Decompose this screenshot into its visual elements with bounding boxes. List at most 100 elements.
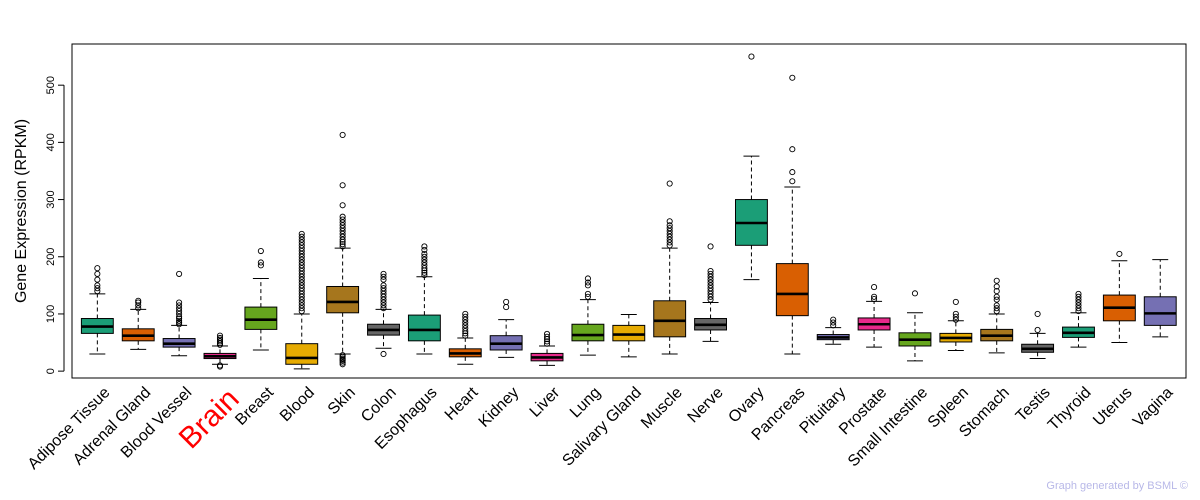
outlier-point [216, 338, 224, 345]
box-spleen [939, 298, 973, 352]
outlier-point [94, 288, 101, 295]
iqr-box [326, 285, 360, 314]
outlier-point [176, 310, 183, 317]
outlier-point [176, 319, 183, 326]
x-tick-label: Liver [527, 384, 564, 421]
iqr-box [285, 343, 319, 365]
outlier-point [871, 296, 878, 303]
box-small-intestine [898, 290, 932, 362]
box-adrenal-gland [121, 297, 155, 350]
iqr-box [775, 263, 809, 317]
outlier-point [339, 225, 346, 232]
outlier-point [298, 288, 305, 295]
box-testis [1021, 310, 1055, 360]
outlier-point [176, 321, 183, 328]
outlier-point [298, 305, 305, 312]
outlier-point [298, 299, 305, 306]
outlier-point [543, 340, 551, 347]
outlier-point [216, 334, 224, 342]
outlier-point [339, 227, 346, 235]
outlier-point [952, 316, 959, 323]
outlier-point [707, 279, 714, 286]
outlier-point [176, 305, 183, 312]
outlier-point [707, 288, 714, 295]
outlier-point [298, 253, 305, 260]
iqr-box [571, 323, 605, 342]
outlier-point [176, 299, 183, 306]
outlier-point [298, 262, 305, 269]
outlier-point [462, 316, 469, 323]
outlier-point [176, 317, 183, 324]
plot-frame [71, 43, 1187, 379]
x-tick-label: Muscle [638, 384, 686, 432]
outlier-point [298, 285, 305, 292]
outlier-point [421, 272, 428, 279]
outlier-point [830, 319, 837, 326]
outlier-point [380, 290, 387, 297]
outlier-point [707, 285, 714, 292]
outlier-point [298, 259, 305, 266]
x-tick-label: Thyroid [1045, 384, 1095, 434]
outlier-point [543, 333, 551, 340]
outlier-point [666, 222, 673, 229]
outlier-point [830, 316, 837, 323]
outlier-point [339, 202, 346, 209]
outlier-point [380, 273, 387, 280]
outlier-point [94, 276, 101, 283]
outlier-point [176, 315, 183, 322]
outlier-point [339, 353, 346, 360]
outlier-point [543, 330, 551, 338]
outlier-point [298, 247, 305, 255]
outlier-point [666, 180, 673, 187]
outlier-point [1075, 308, 1082, 315]
outlier-point [421, 243, 428, 250]
y-axis: 0 100 200 300 400 500 [45, 76, 65, 374]
box-breast [244, 247, 278, 351]
outlier-point [298, 230, 305, 237]
iqr-box [407, 314, 441, 342]
outlier-point [707, 243, 714, 250]
outlier-point [666, 230, 673, 237]
outlier-point [462, 325, 469, 332]
outlier-point [380, 302, 387, 309]
outlier-point [380, 299, 387, 306]
outlier-point [380, 285, 387, 292]
outlier-point [176, 270, 183, 277]
outlier-point [707, 296, 714, 303]
outlier-point [380, 293, 387, 300]
x-tick-label: Kidney [476, 384, 523, 431]
outlier-point [339, 233, 346, 240]
outlier-point [1034, 326, 1041, 334]
outlier-point [380, 305, 387, 312]
outlier-point [380, 282, 387, 289]
outlier-point [748, 53, 755, 60]
outlier-point [503, 304, 510, 311]
outlier-point [135, 302, 142, 309]
outlier-point [462, 332, 469, 339]
outlier-point [339, 230, 346, 237]
outlier-point [135, 305, 142, 312]
outlier-point [952, 313, 959, 320]
credit-text: Graph generated by BSML © [1046, 480, 1188, 492]
outlier-point [707, 293, 714, 300]
outlier-point [584, 282, 591, 289]
outlier-point [993, 296, 1000, 303]
outlier-point [298, 308, 305, 315]
outlier-point [380, 350, 387, 358]
outlier-point [339, 361, 346, 368]
box-lung [571, 275, 605, 356]
outlier-point [666, 218, 673, 225]
outlier-point [503, 298, 510, 305]
outlier-point [94, 282, 101, 289]
outlier-point [789, 178, 796, 185]
box-kidney [489, 298, 523, 358]
iqr-box [244, 306, 278, 330]
outlier-point [666, 239, 673, 246]
outlier-point [298, 239, 305, 246]
outlier-point [298, 265, 305, 272]
outlier-point [94, 270, 101, 277]
outlier-point [666, 233, 673, 240]
y-axis-label: Gene Expression (RPKM) [13, 119, 30, 303]
outlier-point [176, 302, 183, 309]
